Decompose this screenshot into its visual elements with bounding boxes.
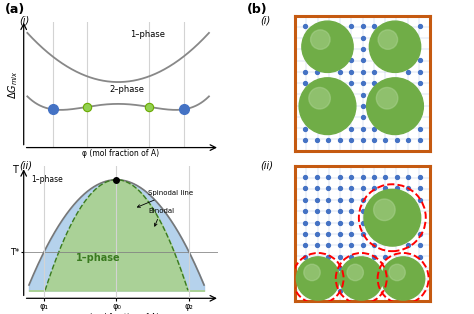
Text: (i): (i) — [19, 16, 29, 26]
Text: Spinodal line: Spinodal line — [137, 190, 193, 207]
Circle shape — [389, 264, 405, 281]
Text: 2–phase: 2–phase — [109, 85, 144, 94]
Circle shape — [364, 189, 420, 246]
Y-axis label: $\Delta G_{mix}$: $\Delta G_{mix}$ — [6, 70, 19, 99]
Circle shape — [296, 257, 340, 300]
Text: 1–phase: 1–phase — [130, 30, 165, 39]
Circle shape — [374, 199, 395, 220]
Text: 1–phase: 1–phase — [31, 175, 63, 184]
Circle shape — [299, 78, 356, 134]
X-axis label: φ (mol fraction of A): φ (mol fraction of A) — [82, 149, 159, 158]
Circle shape — [347, 264, 364, 281]
Text: T: T — [12, 165, 18, 175]
Circle shape — [382, 257, 425, 300]
Circle shape — [304, 264, 320, 281]
Circle shape — [376, 88, 398, 109]
Circle shape — [310, 30, 330, 49]
X-axis label: φ (mol fraction of A): φ (mol fraction of A) — [82, 313, 159, 314]
Circle shape — [309, 88, 330, 109]
Text: (a): (a) — [5, 3, 25, 16]
Circle shape — [367, 78, 423, 134]
Circle shape — [378, 30, 398, 49]
Text: (ii): (ii) — [261, 160, 273, 170]
Text: (ii): (ii) — [19, 160, 32, 170]
Circle shape — [340, 257, 383, 300]
Text: Binodal: Binodal — [148, 208, 174, 226]
Text: 1–phase: 1–phase — [76, 253, 121, 263]
Text: (i): (i) — [261, 16, 271, 26]
Text: (b): (b) — [246, 3, 267, 16]
Circle shape — [302, 21, 353, 73]
Circle shape — [369, 21, 420, 73]
